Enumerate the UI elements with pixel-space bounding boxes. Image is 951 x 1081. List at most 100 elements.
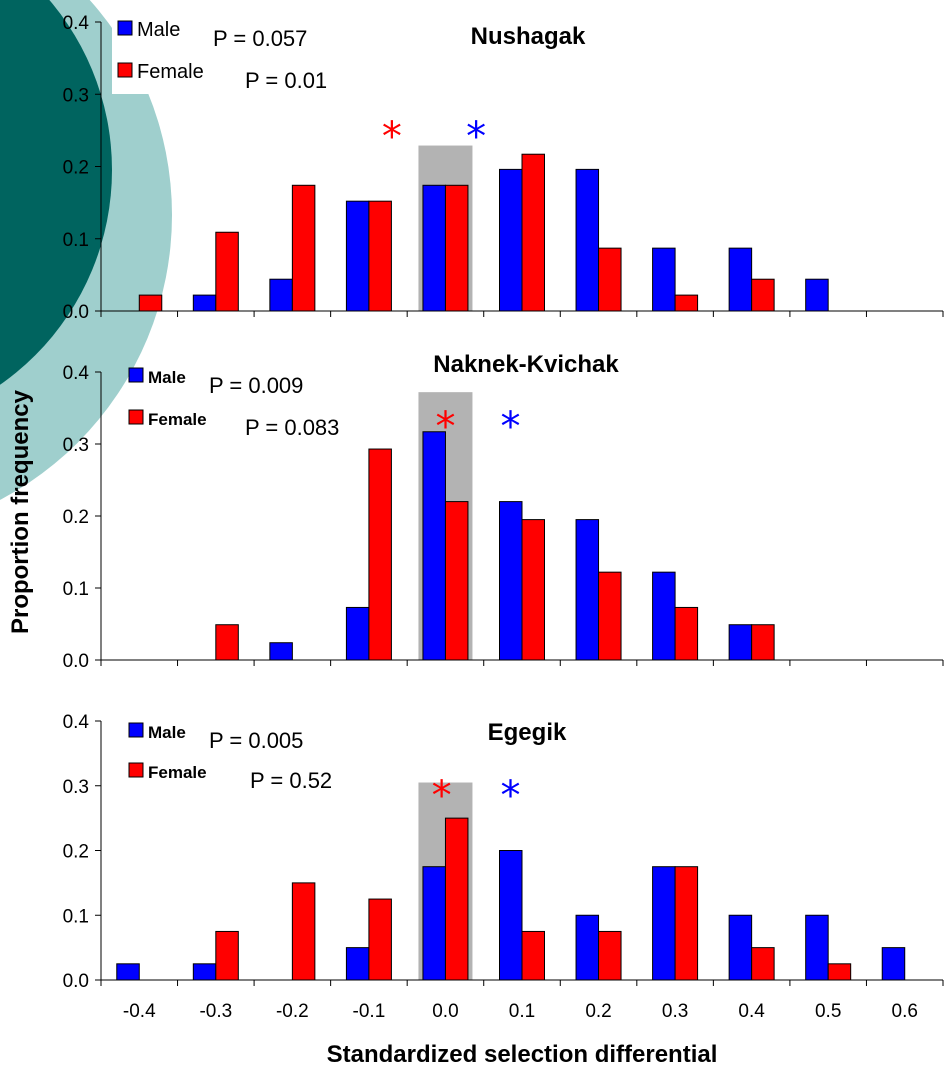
y-tick-label: 0.2 [63,158,89,179]
y-tick-label: 0.0 [63,651,89,672]
bar-male-0.2 [575,914,600,981]
y-tick-label: 0.0 [63,302,89,323]
p-value-male: P = 0.005 [209,728,303,753]
decorative-circle-dark [0,0,112,385]
p-value-male: P = 0.057 [213,26,307,51]
y-axis-title: Proportion frequency [7,389,34,634]
bar-female--0.2 [291,882,316,981]
bar-female-0.4 [751,278,775,312]
x-axis-title: Standardized selection differential [327,1041,718,1068]
x-tick-label: 0.2 [585,1001,611,1022]
panel-title: Naknek-Kvichak [433,351,619,378]
bar-female--0.4 [138,294,163,312]
mean-marker-female: * [382,114,402,160]
y-tick-label: 0.4 [63,363,90,384]
bar-male-0.4 [728,624,753,661]
p-value-female: P = 0.01 [245,68,327,93]
bar-female-0.0 [444,817,469,981]
bar-male-0.3 [652,247,676,312]
mean-marker-female: * [435,404,455,450]
bar-male-0.0 [422,866,446,981]
x-tick-label: -0.1 [353,1001,386,1022]
legend-label-male: Male [137,19,180,41]
bar-female-0.0 [444,184,469,312]
bar-female-0.5 [827,963,852,981]
x-tick-label: -0.4 [123,1001,156,1022]
bar-male--0.2 [269,642,293,661]
p-value-male: P = 0.009 [209,373,303,398]
x-tick-label: 0.3 [662,1001,688,1022]
bar-male-0.4 [728,914,753,981]
bar-female-0.1 [521,930,545,981]
y-tick-label: 0.2 [63,507,89,528]
bar-male--0.1 [345,200,370,312]
x-tick-label: -0.3 [199,1001,232,1022]
bar-female-0.3 [674,606,699,661]
legend-label-female: Female [148,763,207,782]
legend: Male P = 0.057 Female P = 0.01 [112,12,327,94]
bar-female-0.3 [674,294,699,312]
y-tick-label: 0.1 [63,906,89,927]
panel-egegik: 0.0 0.1 0.2 0.3 0.4 -0.4 -0.3 -0.2 -0.1 0.0 0.1 0.2… [63,712,944,1022]
bar-male-0.3 [652,866,676,981]
x-tick-label: -0.2 [276,1001,309,1022]
bar-male-0.5 [805,914,829,981]
y-tick-label: 0.0 [63,971,89,992]
bar-male--0.3 [192,294,217,312]
x-tick-label: 0.4 [738,1001,765,1022]
bar-male-0.2 [575,168,600,312]
bar-male-0.2 [575,519,600,661]
y-tick-label: 0.1 [63,230,89,251]
bar-female-0.2 [598,571,622,661]
bar-female--0.1 [368,898,392,981]
mean-marker-male: * [501,404,521,450]
bar-female-0.1 [521,153,545,312]
mean-marker-male: * [501,773,521,819]
p-value-female: P = 0.083 [245,415,339,440]
panel-naknek-kvichak: 0.0 0.1 0.2 0.3 0.4 Naknek-Kvichak Male P = 0.0… [63,351,944,672]
y-tick-label: 0.3 [63,777,89,798]
bar-female-0.1 [521,519,545,661]
y-tick-label: 0.2 [63,842,89,863]
legend-swatch-female [117,62,133,78]
bar-female-0.2 [598,930,622,981]
bar-male--0.1 [345,947,370,981]
bar-female--0.1 [368,448,392,661]
y-tick-label: 0.3 [63,85,89,106]
legend-swatch-male [128,722,144,738]
bar-male-0.1 [499,501,523,661]
bar-male-0.3 [652,571,676,661]
bar-male-0.1 [499,168,523,312]
x-tick-label: 0.6 [892,1001,918,1022]
bar-male--0.3 [192,963,217,981]
legend-label-female: Female [148,410,207,429]
bar-female-0.0 [444,501,469,661]
panel-title: Egegik [488,719,567,746]
bar-male-0.4 [728,247,753,312]
bar-male-0.0 [422,184,446,312]
legend-swatch-female [128,409,144,425]
bar-female--0.3 [215,231,239,312]
y-tick-label: 0.4 [63,13,90,34]
bar-female--0.3 [215,624,239,661]
bar-female--0.3 [215,930,239,981]
p-value-female: P = 0.52 [250,768,332,793]
bar-female-0.4 [751,624,775,661]
bar-male-0.5 [805,278,829,312]
legend-swatch-female [128,762,144,778]
bar-female--0.1 [368,200,392,312]
bar-male-0.1 [499,850,523,981]
bar-female-0.4 [751,947,775,981]
x-tick-label: 0.0 [432,1001,458,1022]
bar-male-0.6 [881,947,906,981]
bar-female-0.3 [674,866,699,981]
y-tick-label: 0.3 [63,435,89,456]
panel-title: Nushagak [471,23,586,50]
bar-male--0.1 [345,606,370,661]
x-tick-label: 0.1 [509,1001,535,1022]
x-tick-label: 0.5 [815,1001,841,1022]
panel-nushagak: 0.0 0.1 0.2 0.3 0.4 Nushagak Male P = 0.057 Fema… [63,12,944,323]
